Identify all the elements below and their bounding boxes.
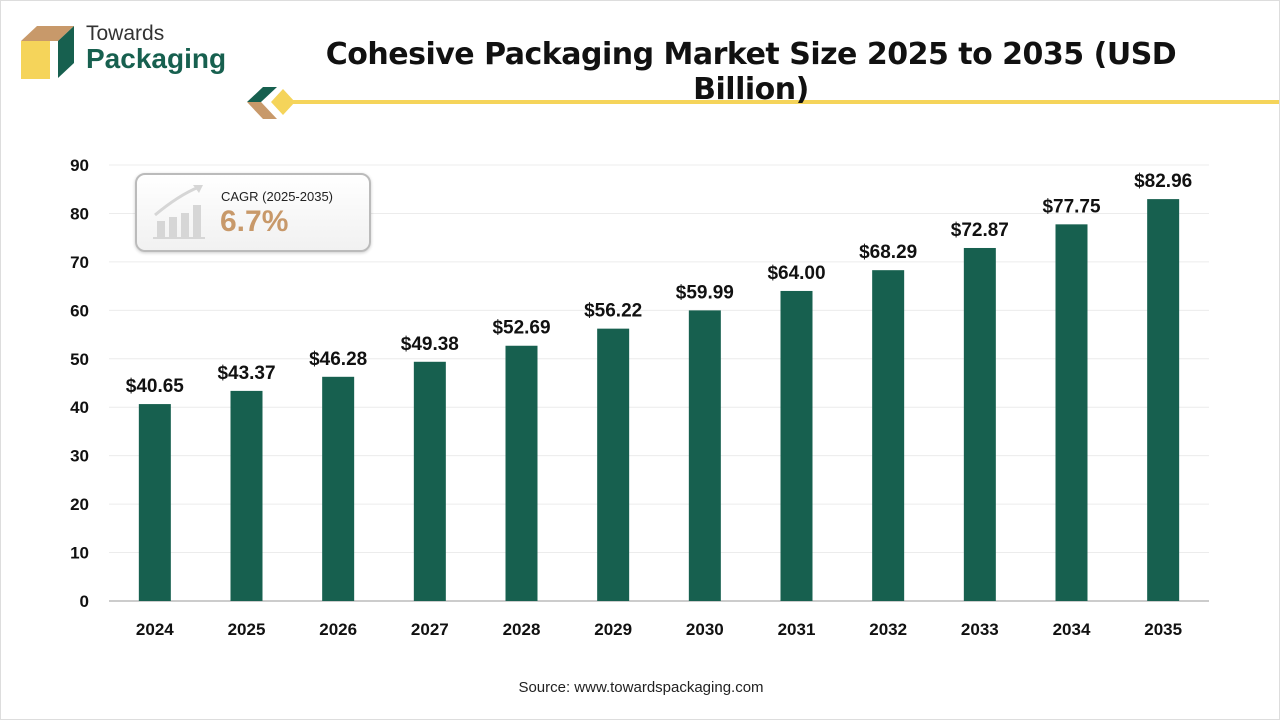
bar — [1147, 199, 1180, 601]
x-tick-label: 2029 — [594, 620, 632, 639]
divider-ornament-icon — [247, 87, 1279, 119]
data-label: $40.65 — [126, 376, 185, 397]
bar — [230, 390, 263, 601]
data-label: $56.22 — [584, 301, 642, 322]
y-tick-label: 10 — [70, 544, 89, 563]
x-tick-label: 2025 — [228, 620, 266, 639]
data-label: $46.28 — [309, 349, 367, 370]
x-tick-label: 2026 — [319, 620, 357, 639]
bar — [597, 328, 630, 601]
page-title: Cohesive Packaging Market Size 2025 to 2… — [325, 37, 1177, 107]
data-label: $43.37 — [217, 363, 275, 384]
x-tick-label: 2033 — [961, 620, 999, 639]
bar — [138, 404, 171, 601]
data-label: $59.99 — [676, 282, 734, 303]
y-tick-label: 40 — [70, 398, 89, 417]
data-label: $49.38 — [401, 334, 459, 355]
x-tick-label: 2031 — [778, 620, 816, 639]
bar — [322, 376, 355, 601]
data-label: $77.75 — [1042, 196, 1101, 217]
y-tick-label: 70 — [70, 253, 89, 272]
bar — [505, 345, 538, 601]
x-tick-label: 2030 — [686, 620, 724, 639]
x-tick-label: 2032 — [869, 620, 907, 639]
cagr-label: CAGR (2025-2035) — [221, 189, 333, 204]
x-tick-label: 2024 — [136, 620, 174, 639]
y-tick-label: 80 — [70, 204, 89, 223]
bar — [780, 290, 813, 601]
x-tick-label: 2028 — [503, 620, 541, 639]
data-label: $52.69 — [492, 318, 550, 339]
bar — [413, 361, 446, 601]
growth-chart-icon — [153, 185, 205, 239]
brand-name-line1: Towards — [86, 22, 165, 45]
y-tick-label: 90 — [70, 156, 89, 175]
data-label: $82.96 — [1134, 171, 1192, 192]
y-tick-label: 30 — [70, 447, 89, 466]
x-tick-label: 2027 — [411, 620, 449, 639]
cagr-box: CAGR (2025-2035) 6.7% — [135, 173, 371, 252]
x-tick-label: 2034 — [1053, 620, 1091, 639]
cagr-value: 6.7% — [220, 205, 289, 238]
y-tick-label: 60 — [70, 301, 89, 320]
y-tick-label: 50 — [70, 350, 89, 369]
y-tick-label: 20 — [70, 495, 89, 514]
source-note: Source: www.towardspackaging.com — [518, 679, 764, 696]
data-label: $64.00 — [767, 263, 825, 284]
bar — [963, 247, 996, 601]
y-tick-label: 0 — [80, 592, 89, 611]
bar — [872, 270, 905, 601]
data-label: $68.29 — [859, 242, 917, 263]
brand-name-line2: Packaging — [86, 43, 227, 74]
data-label: $72.87 — [951, 220, 1009, 241]
logo-icon — [21, 26, 74, 79]
bar — [688, 310, 721, 601]
x-tick-label: 2035 — [1144, 620, 1182, 639]
bar — [1055, 224, 1088, 601]
